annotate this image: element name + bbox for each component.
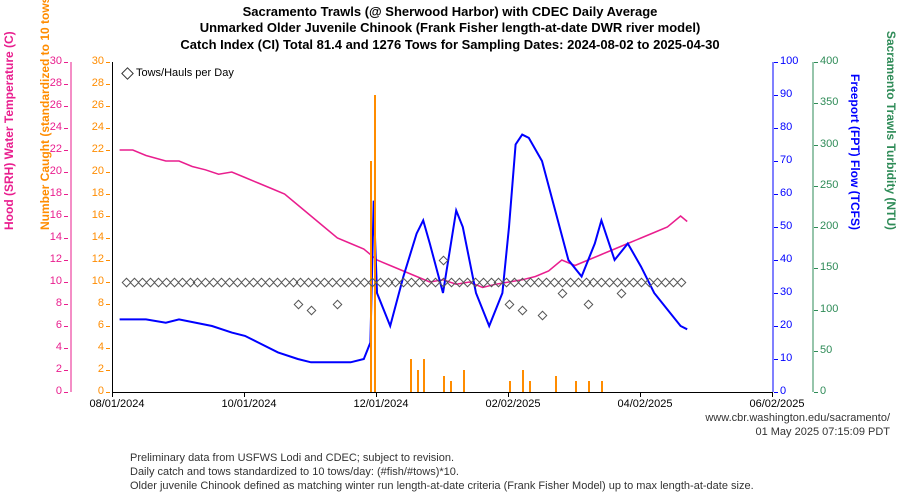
- footnote-url: www.cbr.washington.edu/sacramento/: [705, 412, 890, 424]
- title-line-1: Sacramento Trawls (@ Sherwood Harbor) wi…: [0, 4, 900, 20]
- axis-label-turbidity: Sacramento Trawls Turbidity (NTU): [884, 31, 898, 230]
- footnote-3: Older juvenile Chinook defined as matchi…: [130, 480, 754, 492]
- axis-label-flow: Freeport (FPT) Flow (TCFS): [848, 74, 862, 230]
- chart-container: Sacramento Trawls (@ Sherwood Harbor) wi…: [0, 0, 900, 500]
- title-line-2: Unmarked Older Juvenile Chinook (Frank F…: [0, 20, 900, 36]
- footnote-2: Daily catch and tows standardized to 10 …: [130, 466, 459, 478]
- footnote-date: 01 May 2025 07:15:09 PDT: [755, 426, 890, 438]
- axis-label-temperature: Hood (SRH) Water Temperature (C): [2, 31, 16, 230]
- chart-title: Sacramento Trawls (@ Sherwood Harbor) wi…: [0, 0, 900, 53]
- plot-area: Tows/Hauls per Day: [112, 62, 773, 393]
- title-line-3: Catch Index (CI) Total 81.4 and 1276 Tow…: [0, 37, 900, 53]
- line-series-svg: [113, 62, 773, 392]
- footnote-1: Preliminary data from USFWS Lodi and CDE…: [130, 452, 454, 464]
